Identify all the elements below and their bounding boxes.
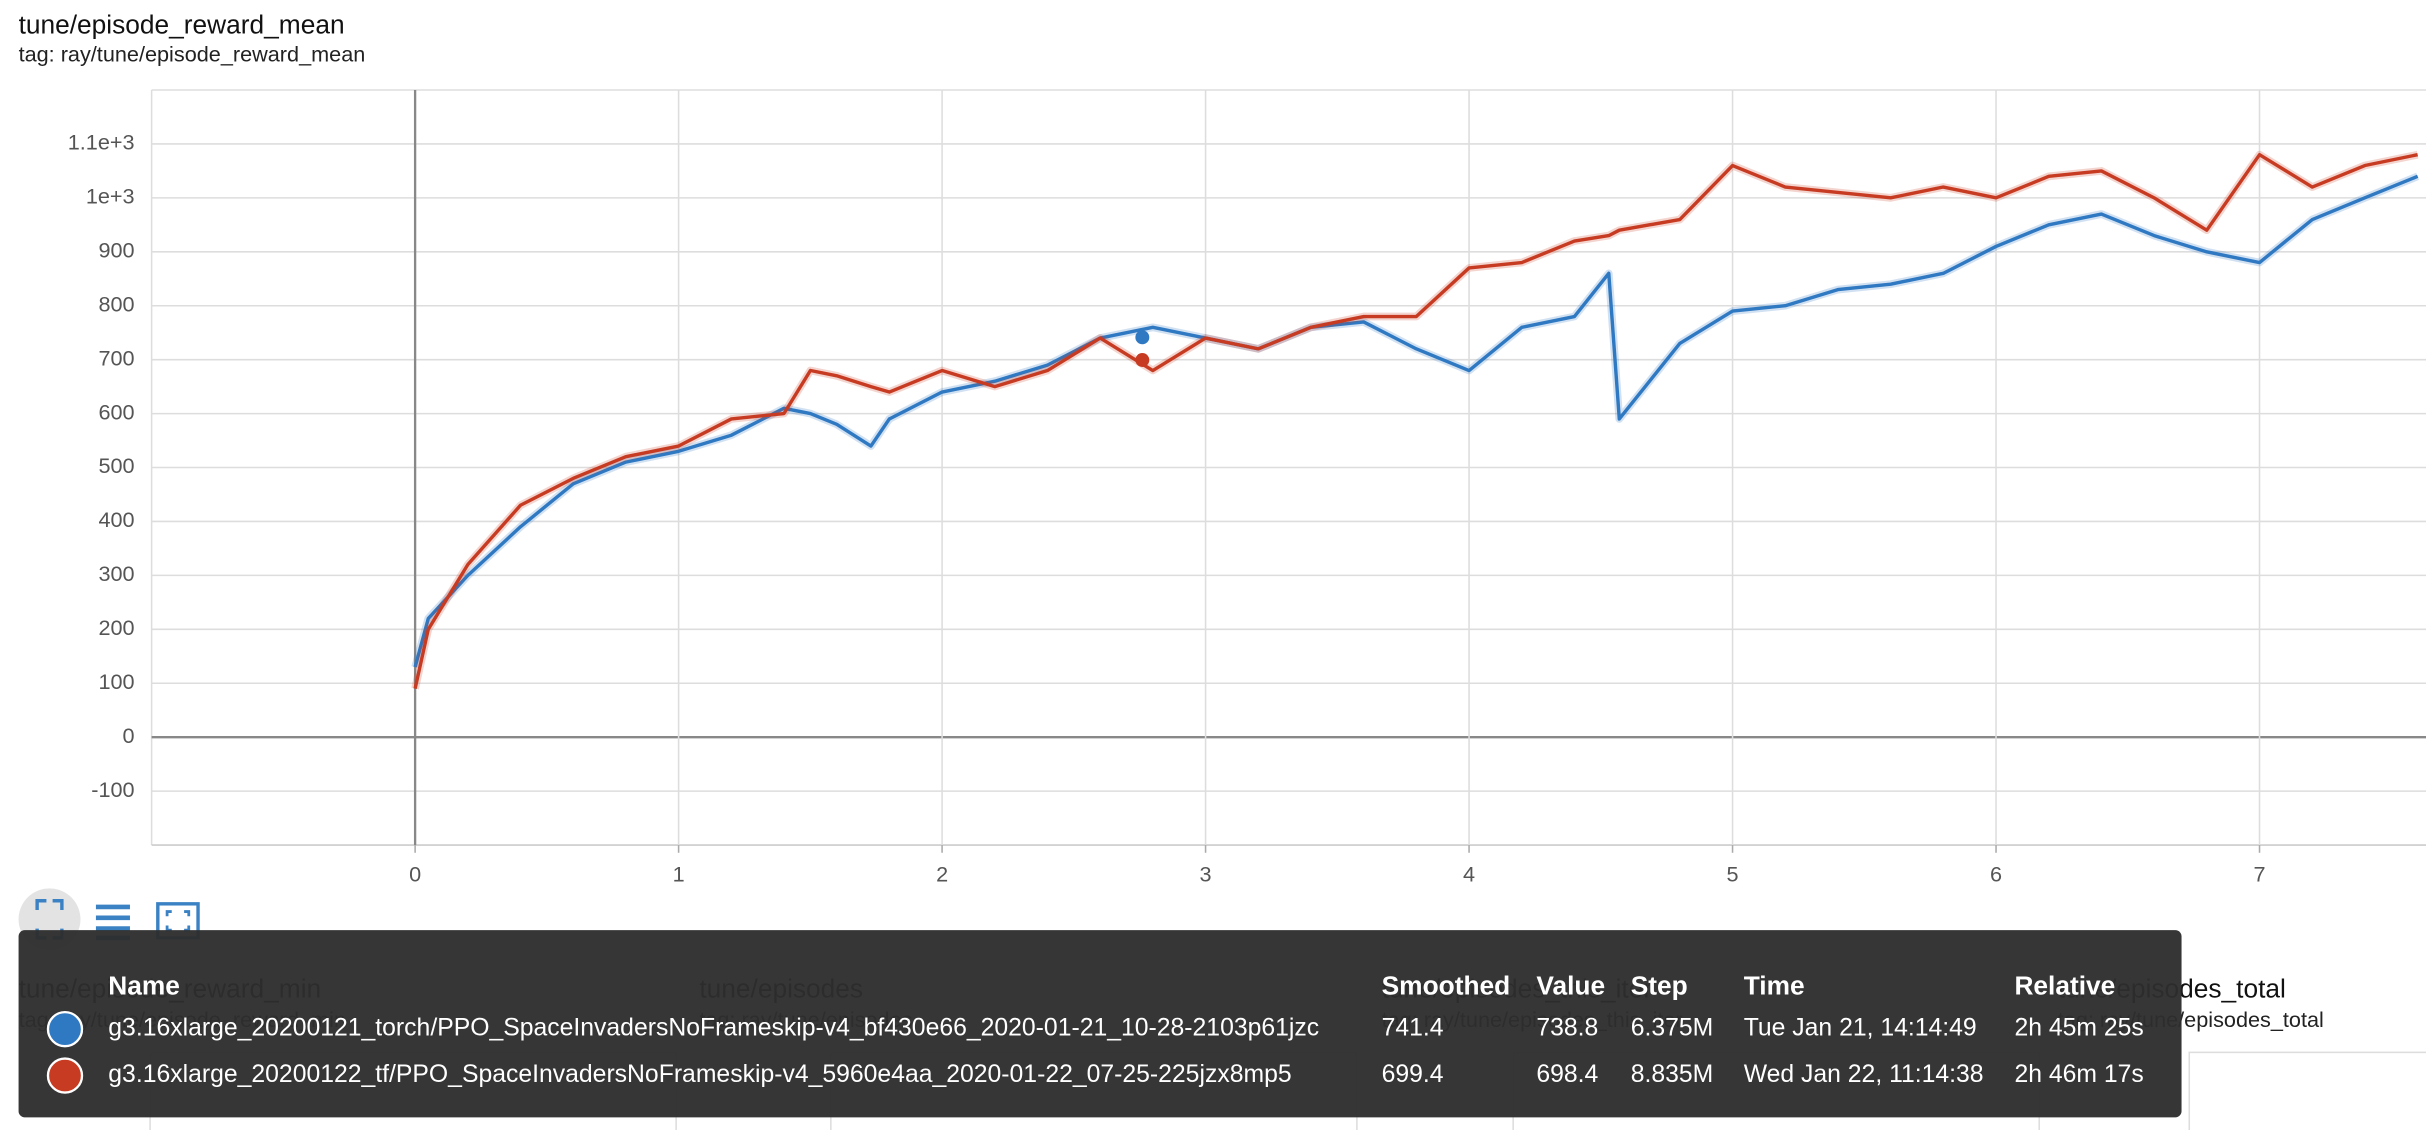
grid: -100 0 100 200 300 400 500 600 700 800 900 1e+3 1.1e…: [68, 89, 2426, 887]
smoothed-line: [413, 152, 2418, 689]
panel-frame: [2188, 1051, 2426, 1130]
y-tick-label: 300: [98, 561, 134, 586]
y-tick-label: 1e+3: [86, 184, 135, 209]
hover-dot: [1135, 330, 1150, 345]
x-tick-label: 5: [1727, 862, 1739, 887]
y-tick-label: 900: [98, 238, 134, 263]
y-tick-label: 1.1e+3: [68, 130, 135, 155]
tooltip-cell: 2h 46m 17s: [2014, 1061, 2143, 1088]
expand-inner[interactable]: [165, 910, 191, 932]
y-tick-label: -100: [91, 777, 134, 802]
tooltip-cell: 738.8: [1536, 1015, 1598, 1042]
y-tick-label: 0: [123, 723, 135, 748]
hover-dot: [1135, 353, 1150, 367]
x-tick-label: 0: [409, 862, 421, 887]
y-tick-label: 800: [98, 291, 134, 316]
chart-subtitle: tag: ray/tune/episode_reward_mean: [19, 42, 366, 67]
x-tick-label: 1: [673, 862, 685, 887]
x-tick-label: 6: [1990, 862, 2002, 887]
tooltip-cell: 741.4: [1382, 1015, 1444, 1042]
x-tick-label: 4: [1463, 862, 1475, 887]
y-tick-label: 100: [98, 669, 134, 694]
chart-title: tune/episode_reward_mean: [19, 10, 345, 40]
tooltip-cell: Tue Jan 21, 14:14:49: [1744, 1015, 1977, 1042]
log-icon[interactable]: [95, 904, 130, 941]
tooltip-header: Smoothed: [1382, 970, 1511, 1000]
tooltip-cell: Wed Jan 22, 11:14:38: [1744, 1061, 1984, 1088]
tooltip-header: Value: [1536, 970, 1605, 1000]
y-tick-label: 400: [98, 507, 134, 532]
y-tick-label: 200: [98, 615, 134, 640]
tooltip: Name Smoothed Value Step Time Relative g3.16xl…: [18, 930, 2182, 1118]
raw-line: [411, 150, 2419, 690]
tooltip-cell: g3.16xlarge_20200122_tf/PPO_SpaceInvader…: [108, 1061, 1291, 1088]
run-swatch: [46, 1010, 84, 1048]
tooltip-cell: 699.4: [1382, 1061, 1444, 1088]
run-swatch: [46, 1057, 84, 1094]
y-tick-label: 700: [98, 345, 134, 370]
tooltip-cell: 2h 45m 25s: [2014, 1015, 2143, 1042]
x-tick-label: 2: [936, 862, 948, 887]
plot-area: [411, 150, 2420, 690]
x-tick-label: 3: [1200, 862, 1212, 887]
tooltip-header: Relative: [2014, 970, 2115, 1000]
tooltip-header: Step: [1631, 970, 1688, 1000]
tooltip-cell: 8.835M: [1631, 1061, 1714, 1088]
smoothed-line: [413, 174, 2419, 668]
fit-icon[interactable]: [35, 899, 64, 940]
tooltip-bg: [18, 930, 2182, 1118]
tooltip-cell: g3.16xlarge_20200121_torch/PPO_SpaceInva…: [108, 1015, 1319, 1042]
tooltip-header: Name: [108, 970, 180, 1000]
tooltip-header: Time: [1744, 970, 1805, 1000]
x-tick-label: 7: [2253, 862, 2265, 887]
y-tick-label: 600: [98, 399, 134, 424]
raw-line: [411, 172, 2420, 669]
tooltip-cell: 6.375M: [1631, 1015, 1714, 1042]
tooltip-cell: 698.4: [1536, 1061, 1598, 1088]
y-tick-label: 500: [98, 453, 134, 478]
